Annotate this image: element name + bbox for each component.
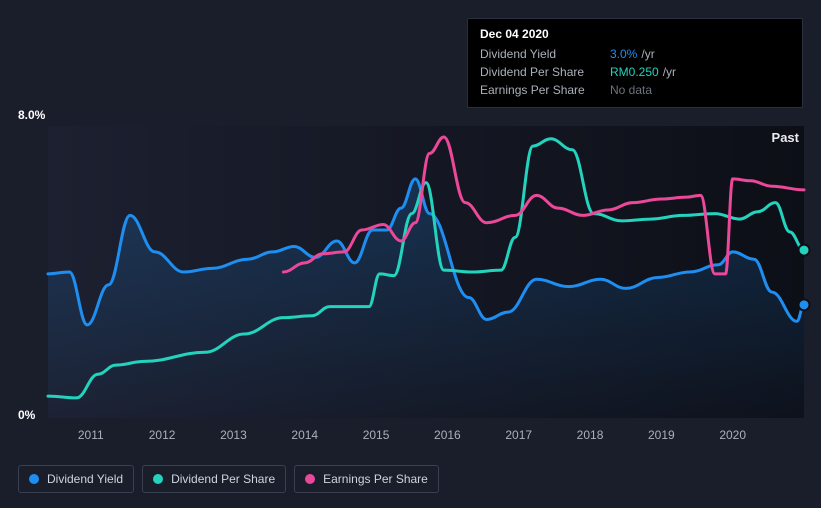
legend-item-earnings-per-share[interactable]: Earnings Per Share bbox=[294, 465, 439, 493]
y-axis-label: 0% bbox=[18, 408, 35, 422]
legend-swatch bbox=[29, 474, 39, 484]
x-axis-label: 2011 bbox=[78, 428, 104, 442]
x-axis-label: 2017 bbox=[505, 428, 532, 442]
tooltip-nodata: No data bbox=[610, 83, 652, 97]
tooltip-value: RM0.250 bbox=[610, 65, 659, 79]
tooltip-suffix: /yr bbox=[641, 47, 654, 61]
tooltip-row: Dividend Yield3.0% /yr bbox=[480, 45, 790, 63]
x-axis-label: 2019 bbox=[648, 428, 675, 442]
legend-swatch bbox=[153, 474, 163, 484]
tooltip-label: Dividend Yield bbox=[480, 47, 610, 61]
x-axis-label: 2015 bbox=[363, 428, 390, 442]
x-axis-label: 2013 bbox=[220, 428, 247, 442]
x-axis-label: 2018 bbox=[577, 428, 604, 442]
tooltip-value: 3.0% bbox=[610, 47, 637, 61]
tooltip-row: Earnings Per ShareNo data bbox=[480, 81, 790, 99]
legend-label: Dividend Per Share bbox=[171, 472, 275, 486]
tooltip-label: Dividend Per Share bbox=[480, 65, 610, 79]
tooltip-date: Dec 04 2020 bbox=[480, 27, 790, 41]
legend: Dividend Yield Dividend Per Share Earnings… bbox=[18, 465, 439, 493]
tooltip-rows: Dividend Yield3.0%/yrDividend Per ShareR… bbox=[480, 45, 790, 99]
legend-swatch bbox=[305, 474, 315, 484]
tooltip-row: Dividend Per ShareRM0.250/yr bbox=[480, 63, 790, 81]
legend-label: Dividend Yield bbox=[47, 472, 123, 486]
x-axis-label: 2020 bbox=[719, 428, 746, 442]
legend-item-dividend-per-share[interactable]: Dividend Per Share bbox=[142, 465, 286, 493]
x-axis-label: 2012 bbox=[149, 428, 176, 442]
tooltip-label: Earnings Per Share bbox=[480, 83, 610, 97]
y-axis-label: 8.0% bbox=[18, 108, 45, 122]
x-axis-label: 2014 bbox=[291, 428, 318, 442]
x-axis-label: 2016 bbox=[434, 428, 461, 442]
tooltip-suffix: /yr bbox=[663, 65, 676, 79]
dividend-chart: Dec 04 2020 Dividend Yield3.0%/yrDividen… bbox=[0, 0, 821, 508]
legend-label: Earnings Per Share bbox=[323, 472, 428, 486]
chart-tooltip: Dec 04 2020 Dividend Yield3.0%/yrDividen… bbox=[467, 18, 803, 108]
legend-item-dividend-yield[interactable]: Dividend Yield bbox=[18, 465, 134, 493]
past-label: Past bbox=[772, 130, 799, 145]
